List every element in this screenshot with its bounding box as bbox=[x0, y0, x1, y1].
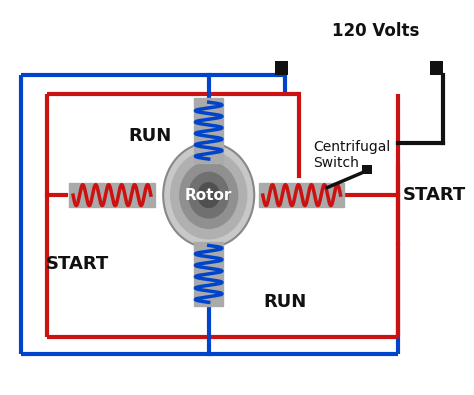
Text: START: START bbox=[403, 186, 466, 204]
Text: Rotor: Rotor bbox=[185, 188, 232, 203]
Ellipse shape bbox=[179, 161, 238, 229]
Text: 120 Volts: 120 Volts bbox=[332, 22, 419, 40]
Text: START: START bbox=[46, 256, 109, 273]
Bar bbox=[194, 98, 223, 163]
Bar bbox=[259, 183, 345, 207]
Text: RUN: RUN bbox=[264, 293, 307, 311]
Bar bbox=[275, 61, 288, 75]
Bar bbox=[430, 61, 443, 75]
Text: Centrifugal
Switch: Centrifugal Switch bbox=[313, 140, 390, 170]
Bar bbox=[194, 242, 223, 306]
Bar bbox=[363, 165, 372, 174]
Bar bbox=[69, 183, 155, 207]
Bar bbox=[144, 131, 273, 260]
Ellipse shape bbox=[163, 143, 254, 247]
Ellipse shape bbox=[188, 172, 229, 218]
Text: RUN: RUN bbox=[128, 127, 172, 145]
Ellipse shape bbox=[170, 151, 247, 239]
Ellipse shape bbox=[197, 182, 220, 208]
